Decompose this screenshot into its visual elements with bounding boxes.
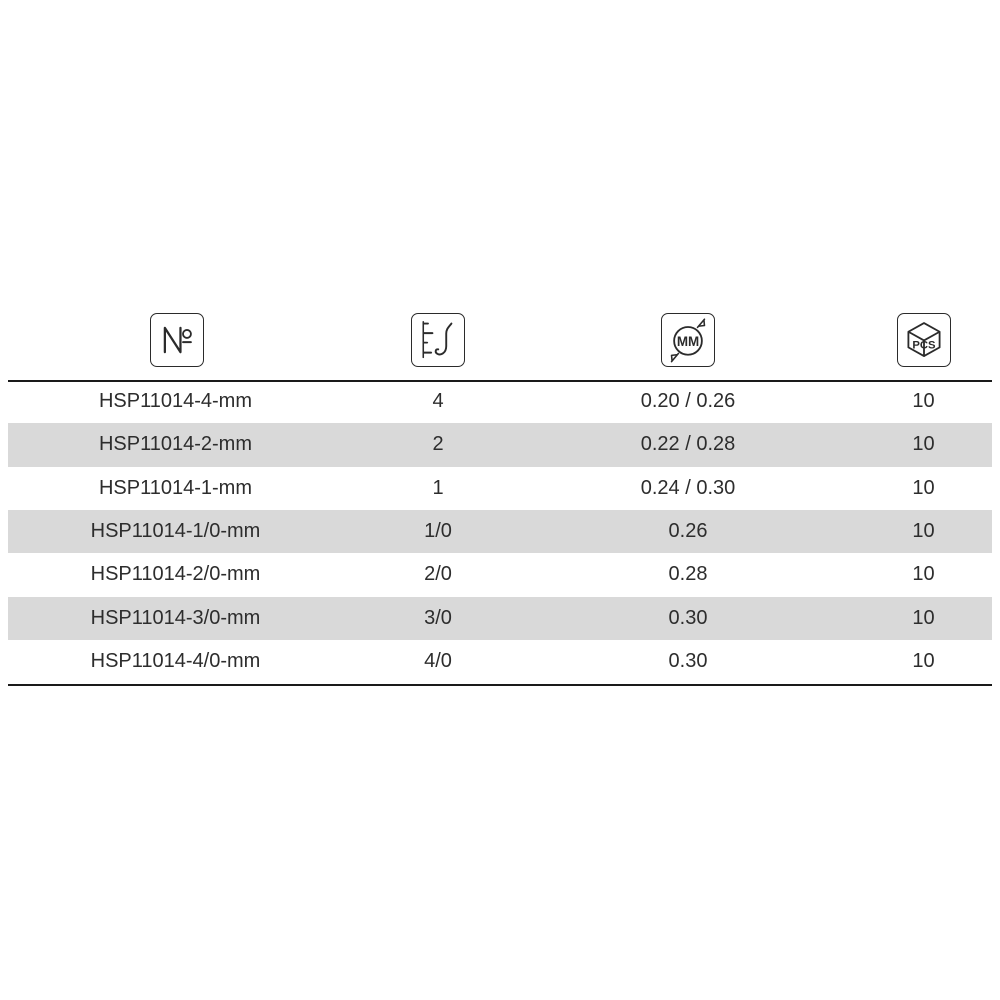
svg-text:MM: MM [677,334,699,349]
svg-text:PCS: PCS [912,340,936,352]
